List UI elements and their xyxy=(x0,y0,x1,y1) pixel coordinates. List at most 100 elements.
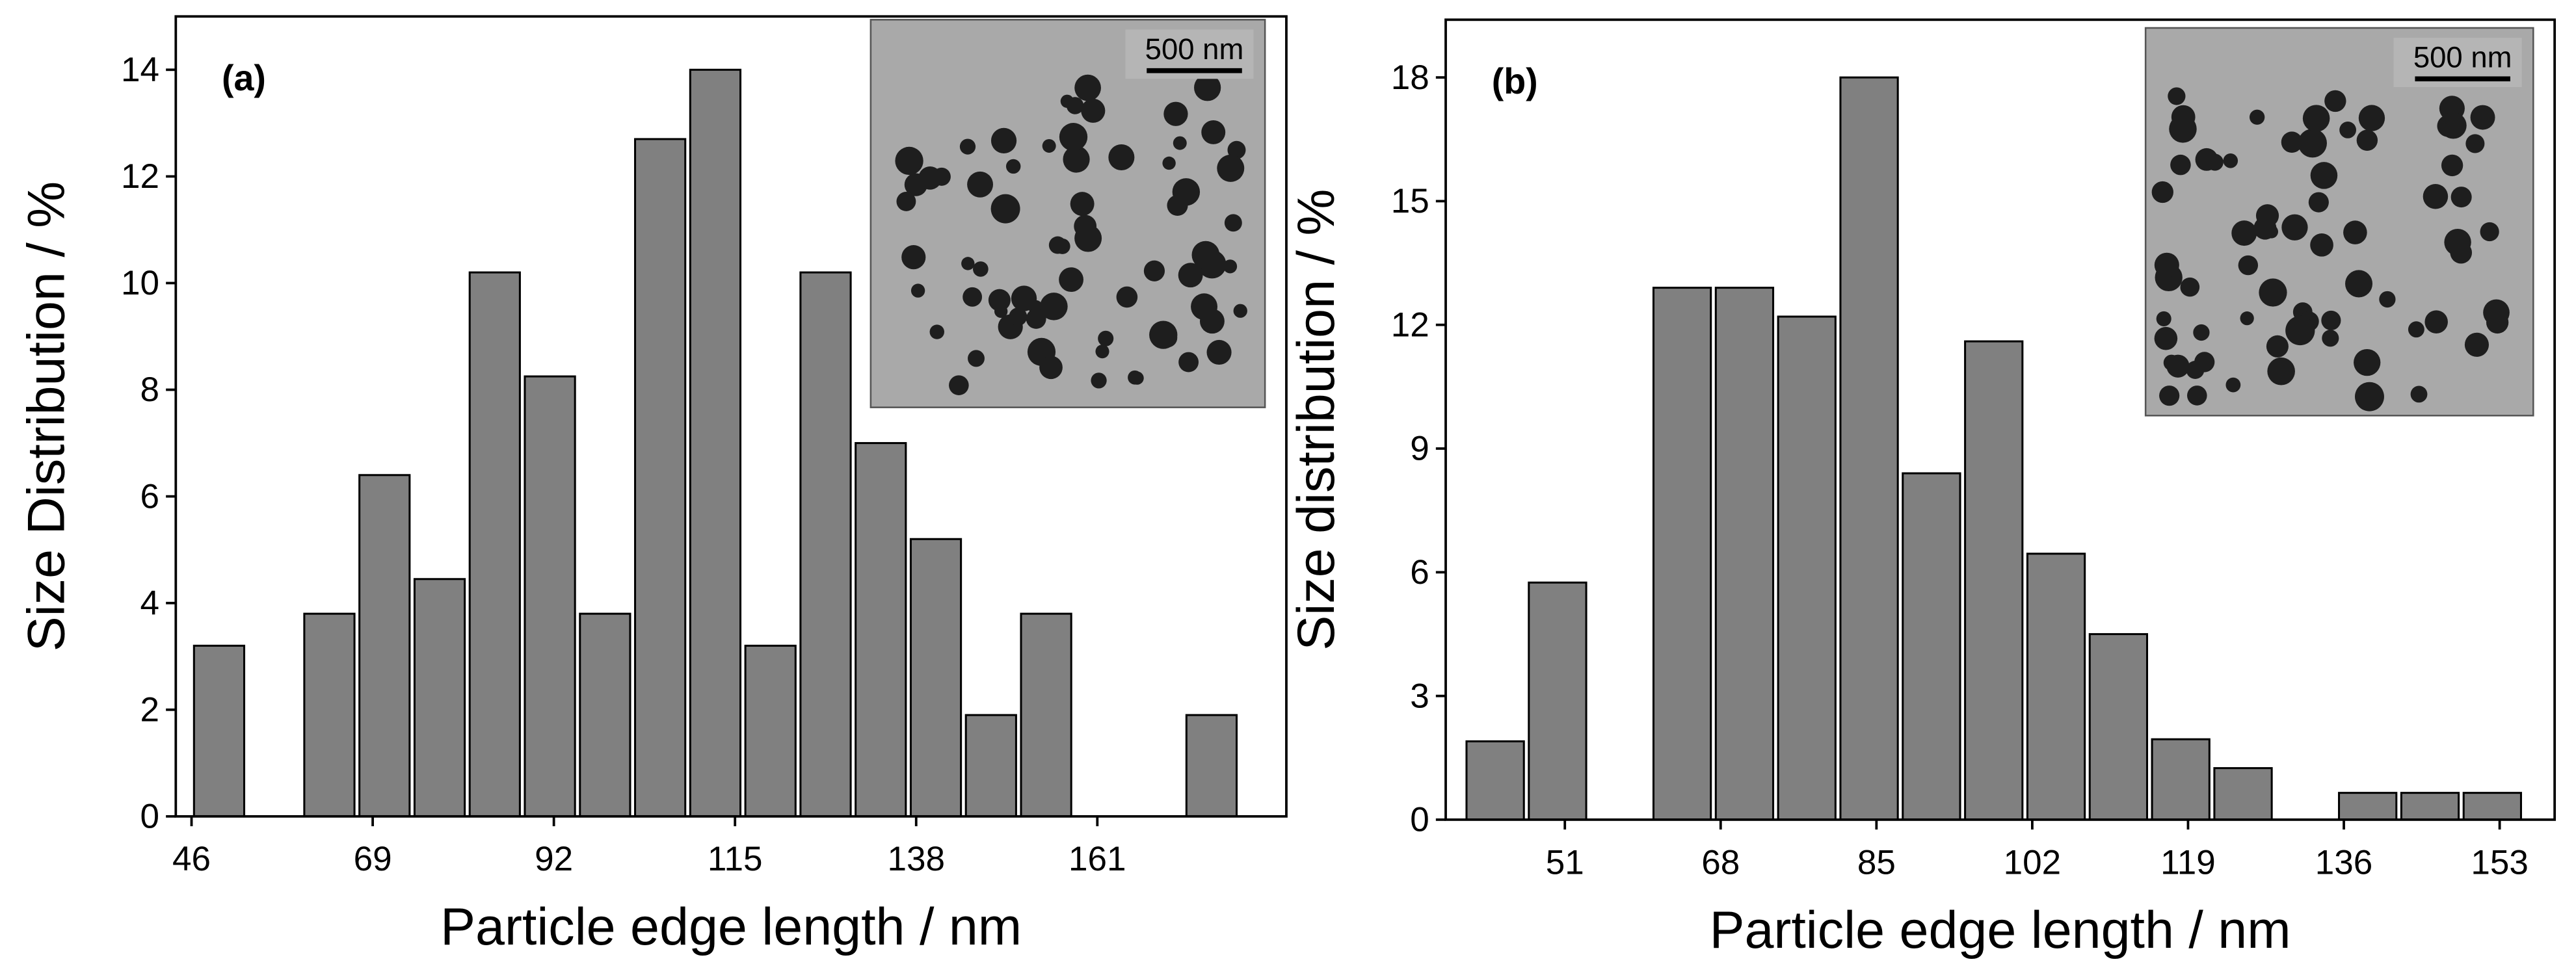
inset-particle xyxy=(2238,255,2259,276)
inset-particle xyxy=(896,191,916,211)
inset-particle xyxy=(895,146,923,176)
inset-particle xyxy=(1178,352,1199,372)
inset-particle xyxy=(2321,310,2341,330)
plot-frame xyxy=(174,15,1288,818)
x-tick-label: 136 xyxy=(2315,843,2373,881)
y-tick-label: 8 xyxy=(140,371,160,409)
inset-particle xyxy=(1178,263,1203,288)
inset-particle xyxy=(2358,105,2385,131)
inset-particle xyxy=(1128,370,1142,385)
inset-particle xyxy=(967,171,994,198)
inset-particle xyxy=(2441,154,2463,177)
y-tick-label: 15 xyxy=(1391,182,1429,220)
inset-particle xyxy=(2408,321,2424,338)
inset-particle xyxy=(1074,74,1101,101)
inset-particle xyxy=(1224,214,1242,232)
bar xyxy=(193,644,246,818)
inset-particle xyxy=(1009,307,1028,326)
bar xyxy=(1652,287,1712,821)
y-axis-label: Size distribution / % xyxy=(1287,189,1346,651)
scale-bar-label: 500 nm xyxy=(1145,33,1244,66)
inset-particle xyxy=(2231,220,2257,246)
inset-particle xyxy=(2259,278,2287,307)
inset-particle xyxy=(2193,324,2210,341)
panel-label: (b) xyxy=(1492,61,1538,101)
bar xyxy=(413,578,466,818)
inset-particle xyxy=(1074,224,1102,252)
inset-particle xyxy=(963,287,983,307)
plot-frame xyxy=(1444,18,2556,821)
inset-particle xyxy=(2170,154,2191,176)
y-tick-label: 6 xyxy=(1410,553,1429,592)
inset-particle xyxy=(2154,326,2178,350)
inset-particle xyxy=(949,375,969,395)
bar xyxy=(303,612,356,818)
bar xyxy=(2026,553,2086,821)
inset-particle xyxy=(1108,144,1135,171)
bar xyxy=(1902,472,1961,821)
inset-particle xyxy=(910,283,925,298)
inset-particle xyxy=(973,261,989,277)
x-tick-label: 46 xyxy=(172,840,211,878)
inset-particle xyxy=(990,127,1017,153)
inset-particle xyxy=(1095,345,1109,359)
inset-particle xyxy=(2439,112,2467,139)
inset-particle xyxy=(1227,140,1246,159)
inset-particle xyxy=(2156,311,2171,326)
x-tick-label: 153 xyxy=(2471,843,2529,881)
bar xyxy=(689,68,742,818)
inset-particle xyxy=(1167,194,1188,216)
inset-particle xyxy=(2298,129,2327,158)
inset-particle xyxy=(2423,184,2449,209)
inset-particle xyxy=(2356,129,2378,151)
inset-particle xyxy=(2225,377,2241,393)
bar xyxy=(1964,340,2024,821)
inset-particle xyxy=(2249,109,2265,125)
inset-particle xyxy=(2379,291,2396,308)
y-tick-label: 0 xyxy=(1410,801,1429,839)
inset-particle xyxy=(2154,252,2179,278)
bar xyxy=(1714,287,1775,821)
bar xyxy=(2088,633,2149,821)
inset-particle xyxy=(2424,310,2448,333)
inset-particle xyxy=(1066,97,1084,114)
bar xyxy=(1465,740,1525,821)
bar xyxy=(964,714,1017,818)
inset-particle xyxy=(1059,267,1083,293)
bar xyxy=(634,138,687,818)
inset-particle xyxy=(1039,356,1063,380)
inset-particle xyxy=(2151,181,2173,203)
inset-particle xyxy=(1194,74,1221,101)
y-tick-label: 0 xyxy=(140,798,160,836)
inset-particle xyxy=(2450,187,2472,208)
bar xyxy=(2338,792,2398,821)
inset-particle xyxy=(2195,148,2218,171)
inset-particle xyxy=(1116,286,1138,308)
x-tick-label: 85 xyxy=(1857,843,1896,881)
y-tick-label: 10 xyxy=(121,264,159,302)
inset-particle xyxy=(1070,192,1095,216)
inset-particle xyxy=(2483,299,2510,326)
bar xyxy=(2462,792,2522,821)
inset-particle xyxy=(1206,339,1232,365)
inset-particle xyxy=(2465,134,2485,153)
inset-particle xyxy=(1011,285,1037,311)
bar xyxy=(2151,738,2211,821)
inset-particle xyxy=(1042,138,1056,153)
bar xyxy=(744,644,797,818)
inset-particle xyxy=(1081,98,1106,123)
inset-particle xyxy=(1026,309,1046,329)
y-tick-label: 2 xyxy=(140,690,160,729)
bar xyxy=(358,474,411,818)
inset-particle xyxy=(961,257,975,270)
inset-particle xyxy=(2169,115,2197,143)
x-tick-label: 68 xyxy=(1701,843,1740,881)
inset-particle xyxy=(2264,225,2279,239)
x-tick-label: 102 xyxy=(2004,843,2062,881)
inset-particle xyxy=(2186,361,2205,379)
inset-particle xyxy=(1217,154,1245,182)
inset-particle xyxy=(2310,233,2333,257)
inset-particle xyxy=(2345,270,2373,298)
inset-particle xyxy=(1040,293,1068,320)
